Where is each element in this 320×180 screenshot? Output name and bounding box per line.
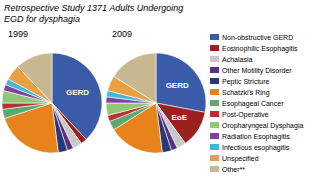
html-text:Radiation Esophagitis: Radiation Esophagitis <box>222 132 290 140</box>
html-text:Infectious esophagitis: Infectious esophagitis <box>222 143 290 151</box>
html-text:Unspecified: Unspecified <box>222 154 259 162</box>
html-text:Non-obstructive GERD: Non-obstructive GERD <box>222 33 294 41</box>
html-text:Retrospective Study 1371 Adult: Retrospective Study 1371 Adults Undergoi… <box>4 3 184 13</box>
html-text:2009: 2009 <box>112 29 132 39</box>
html-text:Eosinophilic Esophagitis: Eosinophilic Esophagitis <box>222 44 298 52</box>
html-text:Peptic Stricture: Peptic Stricture <box>222 77 270 85</box>
svg-text:GERD: GERD <box>166 81 189 90</box>
html-text:1999: 1999 <box>8 29 28 39</box>
html-text:Other Motility Disorder: Other Motility Disorder <box>222 66 292 74</box>
html-text:Achalasia: Achalasia <box>222 55 253 63</box>
html-text:EGD for dysphagia: EGD for dysphagia <box>4 14 80 24</box>
html-text:Schatzki's Ring: Schatzki's Ring <box>222 88 270 96</box>
html-text:Other**: Other** <box>222 165 245 173</box>
html-text:Oropharyngeal Dysphagia: Oropharyngeal Dysphagia <box>222 121 304 129</box>
svg-text:GERD: GERD <box>66 88 89 97</box>
svg-text:EoE: EoE <box>171 113 187 122</box>
html-text:Post-Operative: Post-Operative <box>222 110 269 118</box>
html-text:Esophageal Cancer: Esophageal Cancer <box>222 99 284 107</box>
